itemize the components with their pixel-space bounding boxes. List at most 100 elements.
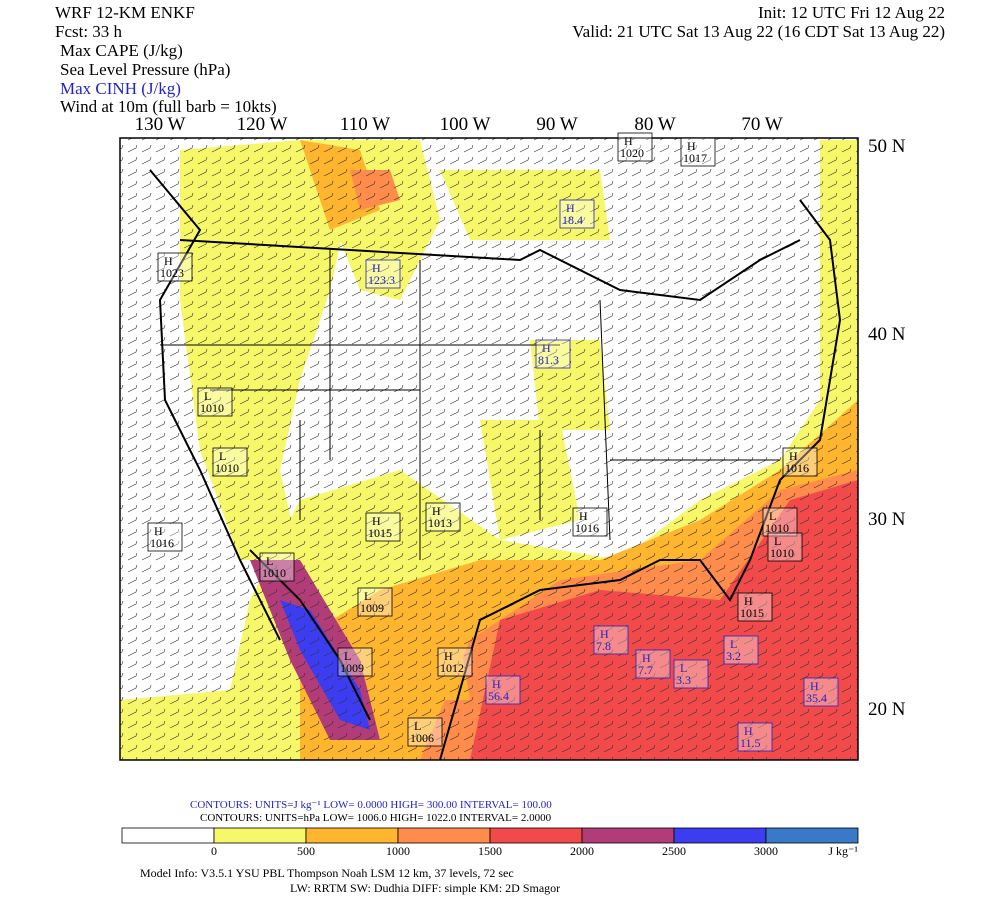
colorbar-swatch xyxy=(581,827,675,844)
pressure-box xyxy=(782,447,818,477)
cinh-box xyxy=(803,677,839,707)
pressure-box xyxy=(680,137,716,167)
cinh-value: 56.4 xyxy=(488,689,509,703)
latitude-label: 50 N xyxy=(868,136,906,157)
field-label: Wind at 10m (full barb = 10kts) xyxy=(60,97,277,116)
pressure-box xyxy=(365,512,401,542)
cinh-kind: H xyxy=(642,651,651,665)
colorbar-swatch xyxy=(305,827,399,844)
pressure-kind: H xyxy=(579,509,588,523)
pressure-box xyxy=(762,507,798,537)
pressure-value: 1016 xyxy=(785,461,809,475)
pressure-value: 1023 xyxy=(160,266,184,280)
cinh-value: 35.4 xyxy=(806,691,827,705)
pressure-kind: L xyxy=(344,649,351,663)
forecast-hour: Fcst: 33 h xyxy=(55,22,123,41)
pressure-box xyxy=(357,587,393,617)
colorbar-tick-label: 0 xyxy=(211,844,217,858)
cinh-kind: H xyxy=(492,677,501,691)
pressure-value: 1016 xyxy=(150,536,174,550)
cinh-box xyxy=(673,659,709,689)
pressure-kind: H xyxy=(744,594,753,608)
cinh-box xyxy=(723,635,759,665)
pressure-box xyxy=(572,507,608,537)
pressure-value: 1012 xyxy=(440,661,464,675)
pressure-value: 1020 xyxy=(620,146,644,160)
pressure-kind: H xyxy=(164,254,173,268)
pressure-kind: L xyxy=(364,589,371,603)
pressure-kind: H xyxy=(432,504,441,518)
longitude-label: 90 W xyxy=(536,114,577,135)
cinh-kind: L xyxy=(730,637,737,651)
cinh-kind: L xyxy=(680,661,687,675)
cinh-box xyxy=(485,675,521,705)
pressure-value: 1010 xyxy=(215,461,239,475)
cinh-contour-info: CONTOURS: UNITS=J kg⁻¹ LOW= 0.0000 HIGH=… xyxy=(190,799,552,811)
colorbar-swatch xyxy=(213,827,307,844)
pressure-box xyxy=(212,447,248,477)
cinh-kind: H xyxy=(542,341,551,355)
colorbar-tick-label: 1000 xyxy=(386,844,410,858)
cinh-value: 7.8 xyxy=(596,639,611,653)
pressure-kind: L xyxy=(414,719,421,733)
cinh-kind: H xyxy=(744,724,753,738)
model-info: LW: RRTM SW: Dudhia DIFF: simple KM: 2D … xyxy=(290,881,560,895)
longitude-label: 120 W xyxy=(237,114,288,135)
valid-time: Valid: 21 UTC Sat 13 Aug 22 (16 CDT Sat … xyxy=(572,22,945,41)
colorbar-tick-label: 1500 xyxy=(478,844,502,858)
colorbar-swatch xyxy=(121,827,215,844)
pressure-box xyxy=(407,717,443,747)
colorbar-swatch xyxy=(765,827,859,844)
pressure-kind: H xyxy=(624,134,633,148)
pressure-box xyxy=(737,592,773,622)
pressure-value: 1010 xyxy=(262,566,286,580)
cinh-box xyxy=(737,722,773,752)
colorbar-swatch xyxy=(397,827,491,844)
cinh-kind: H xyxy=(600,627,609,641)
cinh-box xyxy=(593,625,629,655)
pressure-kind: H xyxy=(154,524,163,538)
longitude-label: 130 W xyxy=(135,114,186,135)
pressure-kind: L xyxy=(769,509,776,523)
latitude-label: 40 N xyxy=(868,324,906,345)
cinh-value: 18.4 xyxy=(562,213,583,227)
pressure-box xyxy=(617,132,653,162)
cinh-value: 11.5 xyxy=(740,736,761,750)
slp-contour-info: CONTOURS: UNITS=hPa LOW= 1006.0 HIGH= 10… xyxy=(200,812,552,824)
pressure-box xyxy=(197,387,233,417)
pressure-value: 1017 xyxy=(683,151,707,165)
pressure-box xyxy=(157,252,193,282)
pressure-kind: L xyxy=(219,449,226,463)
pressure-box xyxy=(437,647,473,677)
model-info: Model Info: V3.5.1 YSU PBL Thompson Noah… xyxy=(140,866,514,880)
pressure-kind: H xyxy=(372,514,381,528)
pressure-box xyxy=(259,552,295,582)
pressure-kind: H xyxy=(789,449,798,463)
pressure-box xyxy=(767,532,803,562)
pressure-kind: H xyxy=(444,649,453,663)
cinh-box xyxy=(365,259,401,289)
pressure-value: 1013 xyxy=(428,516,452,530)
pressure-box xyxy=(425,502,461,532)
field-label: Max CINH (J/kg) xyxy=(60,79,181,98)
cinh-value: 81.3 xyxy=(538,353,559,367)
cinh-value: 3.3 xyxy=(676,673,691,687)
colorbar-tick-label: 3000 xyxy=(754,844,778,858)
pressure-kind: L xyxy=(204,389,211,403)
longitude-label: 110 W xyxy=(340,114,390,135)
pressure-value: 1015 xyxy=(740,606,764,620)
colorbar-tick-label: 500 xyxy=(297,844,315,858)
colorbar-tick-label: 2500 xyxy=(662,844,686,858)
pressure-kind: L xyxy=(774,534,781,548)
colorbar-unit: J kg⁻¹ xyxy=(828,844,858,858)
pressure-value: 1006 xyxy=(410,731,434,745)
field-label: Sea Level Pressure (hPa) xyxy=(60,60,230,79)
pressure-value: 1015 xyxy=(368,526,392,540)
pressure-kind: H xyxy=(687,139,696,153)
longitude-label: 80 W xyxy=(634,114,675,135)
longitude-label: 70 W xyxy=(741,114,782,135)
pressure-value: 1010 xyxy=(770,546,794,560)
field-label: Max CAPE (J/kg) xyxy=(60,41,183,60)
cinh-value: 123.3 xyxy=(368,273,395,287)
